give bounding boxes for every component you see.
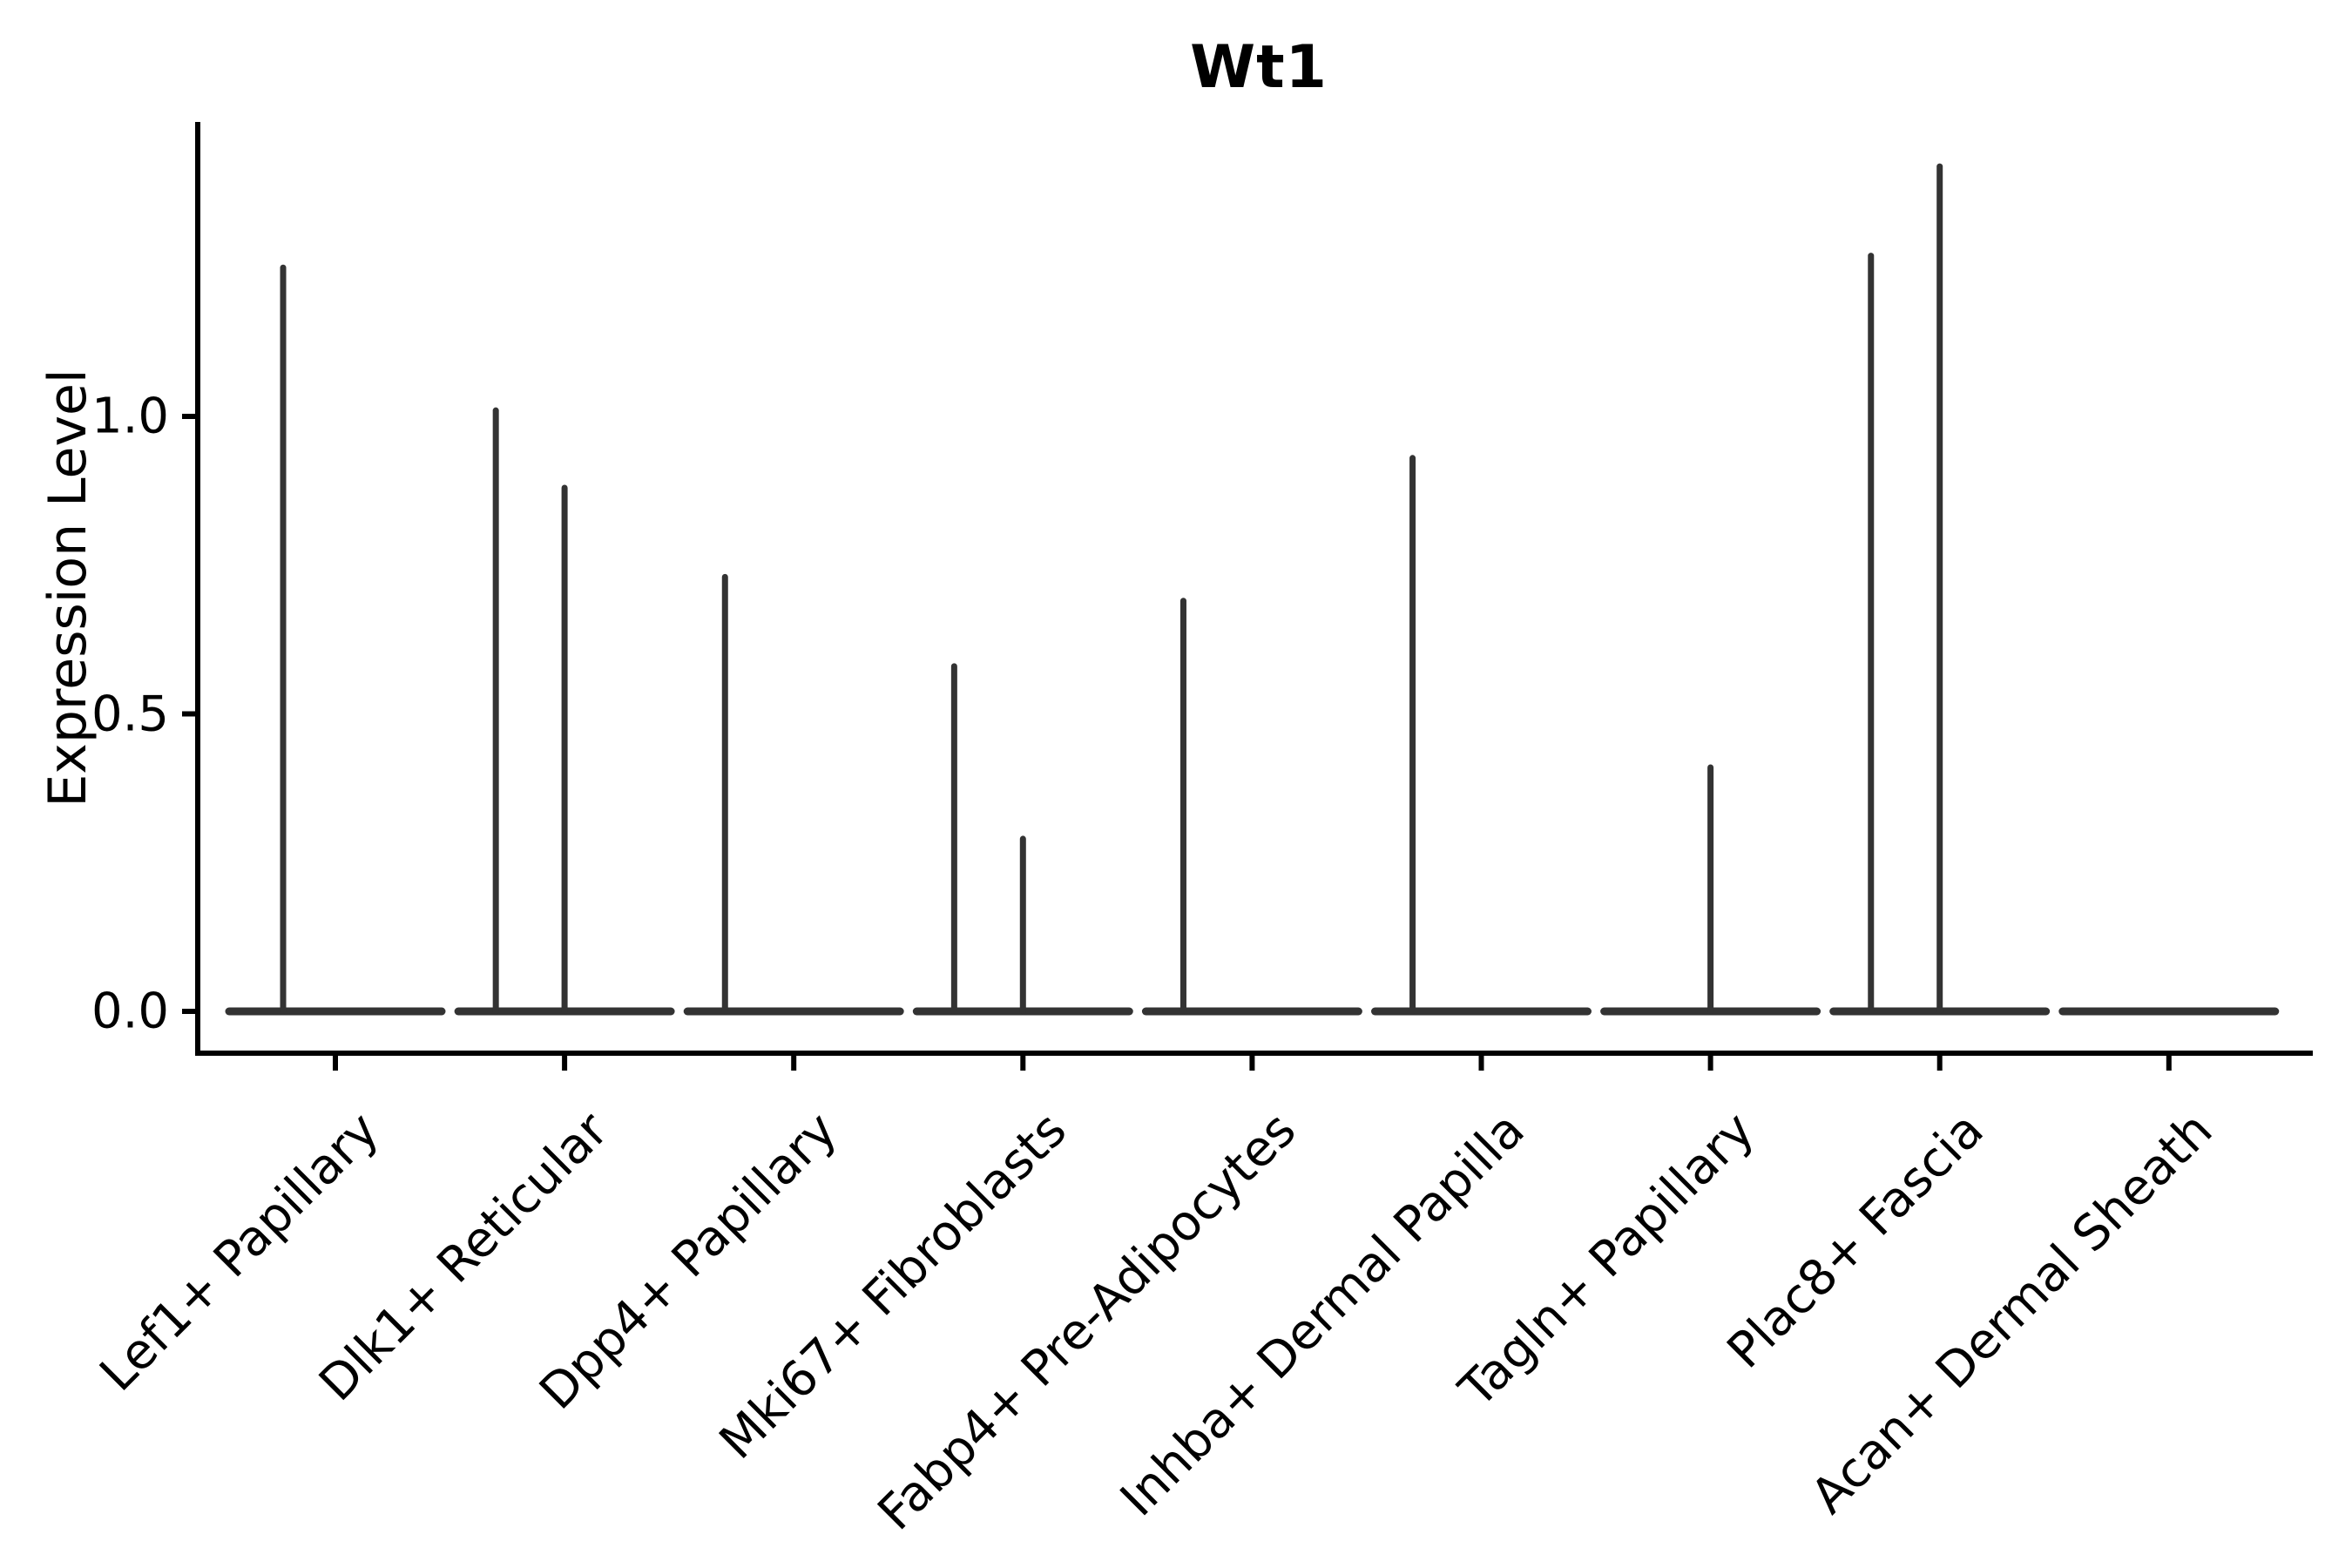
y-tick-label: 0.0: [91, 983, 169, 1040]
y-tick-label: 1.0: [91, 388, 169, 445]
y-tick-label: 0.5: [91, 686, 169, 742]
chart-title: Wt1: [1190, 33, 1328, 102]
